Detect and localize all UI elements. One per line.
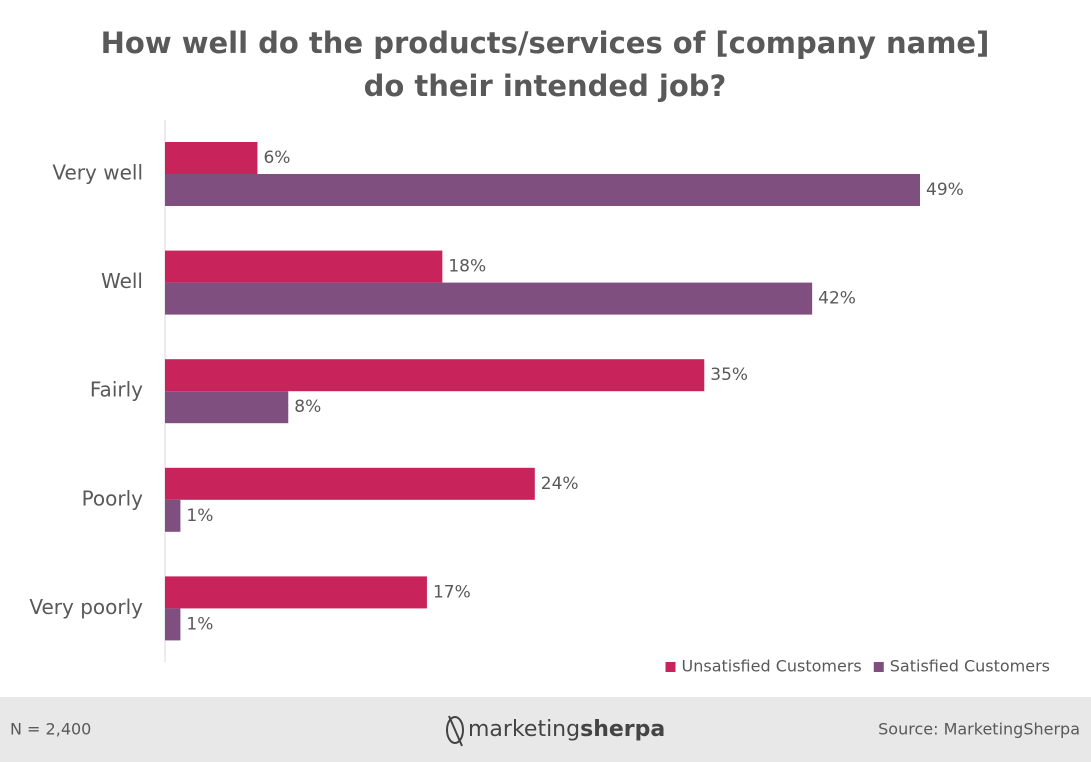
value-label: 42% (818, 289, 856, 309)
value-label: 18% (448, 257, 486, 277)
value-label: 17% (433, 582, 471, 602)
value-label: 6% (263, 148, 290, 168)
value-label: 8% (294, 397, 321, 417)
bar (165, 282, 813, 315)
footer-bar (0, 697, 1091, 762)
footer-source: Source: MarketingSherpa (878, 720, 1080, 739)
y-tick-label: Poorly (82, 486, 144, 510)
y-tick-label: Very poorly (29, 595, 143, 619)
value-label: 1% (186, 506, 213, 526)
bar (165, 359, 705, 392)
legend-swatch (665, 662, 676, 672)
footer-note: N = 2,400 (10, 720, 91, 739)
value-label: 49% (926, 180, 964, 200)
chart-title: How well do the products/services of [co… (101, 26, 990, 60)
bar (165, 391, 289, 424)
logo-icon (448, 715, 463, 747)
logo-part: sherpa (580, 717, 665, 742)
y-tick-label: Fairly (90, 378, 143, 402)
bar (165, 576, 427, 609)
legend-label: Satisfied Customers (890, 657, 1050, 676)
logo-text: marketingsherpa (468, 717, 665, 742)
bar (165, 608, 181, 641)
logo-icon (446, 716, 464, 744)
value-label: 1% (186, 614, 213, 634)
value-label: 24% (541, 474, 579, 494)
logo: marketingsherpa (446, 715, 665, 747)
bar (165, 467, 535, 500)
bar (165, 250, 443, 283)
value-label: 35% (710, 365, 748, 385)
bar (165, 174, 920, 206)
logo-part: marketing (468, 717, 580, 742)
y-tick-label: Well (101, 269, 143, 293)
legend-swatch (873, 662, 884, 672)
bar (165, 142, 258, 174)
legend-label: Unsatisfied Customers (682, 657, 862, 676)
chart-title: do their intended job? (364, 69, 727, 103)
bar (165, 499, 181, 532)
y-tick-label: Very well (52, 161, 143, 185)
